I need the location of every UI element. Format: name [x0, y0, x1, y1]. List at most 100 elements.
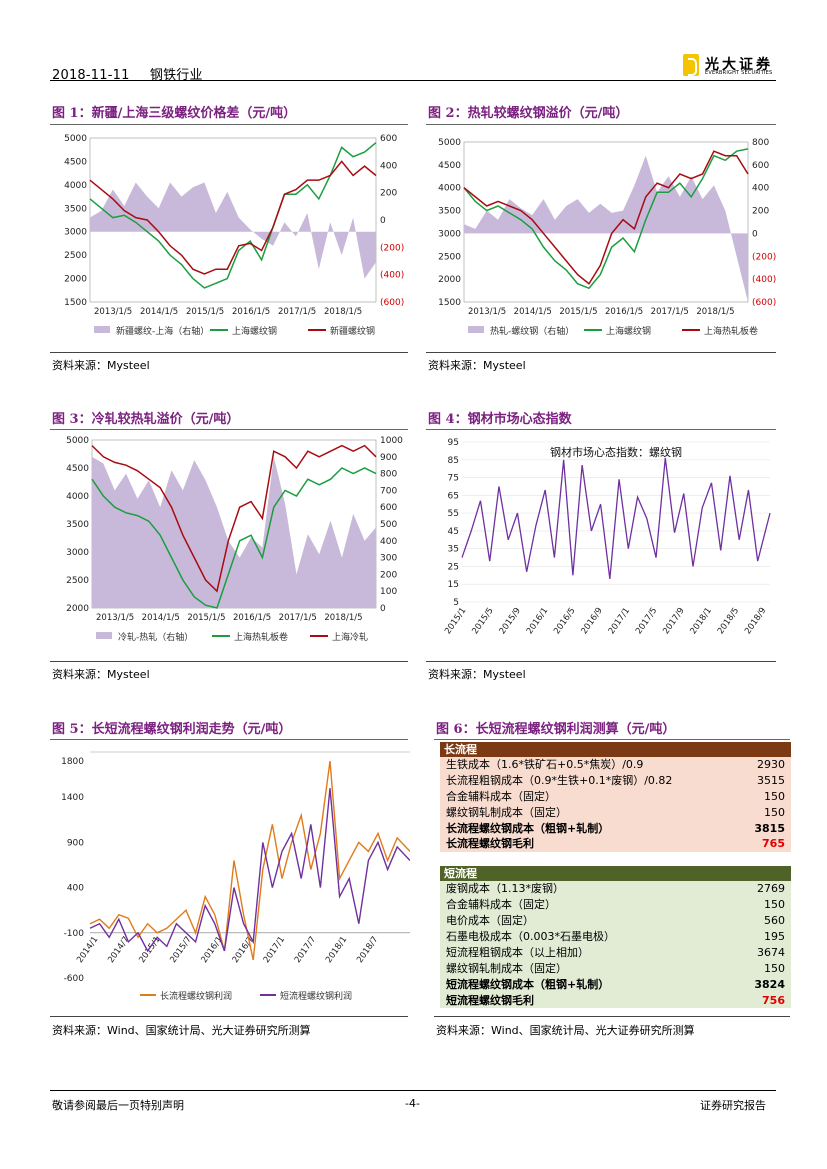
x-tick-label: 2016/1/5	[233, 613, 271, 623]
y-tick-label: -600	[64, 974, 85, 984]
short-cost-row: 短流程螺纹钢成本（粗钢+轧制） 3824	[440, 976, 791, 993]
short-row-value: 2769	[757, 882, 785, 896]
y-right-tick-label: 400	[380, 537, 397, 547]
line-series-sh-hotroll	[91, 467, 377, 609]
y-left-tick-label: 3500	[64, 204, 87, 214]
x-tick-label: 2016/5	[552, 606, 577, 636]
long-row-value: 150	[764, 789, 785, 803]
y-right-tick-label: 600	[380, 134, 397, 144]
line-series-xj-rebar	[89, 160, 377, 275]
legend-label: 新疆螺纹-上海（右轴）	[116, 325, 209, 337]
y-left-tick-label: 2000	[64, 275, 87, 285]
x-tick-label: 2015/1/5	[559, 307, 597, 317]
short-profit-label: 短流程螺纹钢毛利	[446, 993, 534, 1007]
fig6-title: 图 6：长短流程螺纹钢利润测算（元/吨）	[436, 722, 676, 737]
footer-divider	[50, 1090, 776, 1091]
short-row: 电价成本（固定） 560	[440, 913, 791, 930]
short-row-value: 560	[764, 914, 785, 928]
fig2-title: 图 2：热轧较螺纹钢溢价（元/吨）	[428, 106, 629, 121]
y-right-tick-label: (200)	[380, 243, 404, 253]
fig5-title-rule	[50, 739, 408, 740]
y-tick-label: 85	[448, 456, 459, 466]
y-right-tick-label: 300	[380, 554, 397, 564]
short-row: 废钢成本（1.13*废钢） 2769	[440, 881, 791, 898]
y-right-tick-label: 0	[752, 229, 758, 239]
logo-english: EVERBRIGHT SECURITIES	[705, 70, 773, 76]
y-tick-label: 95	[448, 438, 459, 448]
short-row-value: 3674	[757, 945, 785, 959]
long-row: 生铁成本（1.6*铁矿石+0.5*焦炭）/0.9 2930	[440, 757, 791, 773]
y-left-tick-label: 3000	[438, 229, 461, 239]
x-tick-label: 2017/5	[634, 606, 659, 636]
x-tick-label: 2018/1/5	[696, 307, 734, 317]
x-tick-label: 2013/1/5	[94, 307, 132, 317]
line-series-long-process-profit	[89, 760, 410, 961]
x-tick-label: 2013/1/5	[96, 613, 134, 623]
long-row-value: 3515	[757, 773, 785, 787]
y-left-tick-label: 2500	[64, 251, 87, 261]
fig6-title-rule	[434, 739, 790, 740]
short-row-label: 电价成本（固定）	[446, 914, 534, 928]
legend-label: 长流程螺纹钢利润	[160, 990, 232, 1002]
x-tick-label: 2014/1/5	[514, 307, 552, 317]
line-series-sh-rebar	[89, 142, 377, 289]
x-tick-label: 2016/1/5	[232, 307, 270, 317]
legend-label: 新疆螺纹钢	[330, 325, 375, 337]
short-profit-row: 短流程螺纹钢毛利 756	[440, 992, 791, 1009]
short-row: 螺纹钢轧制成本（固定） 150	[440, 960, 791, 977]
line-series-sh-rebar	[463, 148, 749, 290]
y-left-tick-label: 1500	[438, 298, 461, 308]
table-spacer	[440, 852, 791, 867]
x-tick-label: 2018/7	[355, 935, 380, 965]
y-right-tick-label: 200	[380, 570, 397, 580]
long-profit-value: 765	[762, 837, 785, 851]
legend-label: 上海螺纹钢	[606, 325, 651, 337]
y-right-tick-label: 400	[752, 184, 769, 194]
y-right-tick-label: 600	[380, 503, 397, 513]
y-right-tick-label: (600)	[752, 298, 776, 308]
y-left-tick-label: 4000	[64, 181, 87, 191]
y-right-tick-label: 900	[380, 453, 397, 463]
long-profit-row: 长流程螺纹钢毛利 765	[440, 836, 791, 853]
long-row-value: 150	[764, 805, 785, 819]
y-left-tick-label: 4500	[64, 157, 87, 167]
long-profit-label: 长流程螺纹钢毛利	[446, 837, 534, 851]
y-left-tick-label: 2000	[438, 275, 461, 285]
x-tick-label: 2017/1	[607, 606, 632, 636]
y-tick-label: 25	[448, 562, 459, 572]
x-tick-label: 2015/7	[168, 935, 193, 965]
profit-table: 长流程 生铁成本（1.6*铁矿石+0.5*焦炭）/0.9 2930 长流程粗钢成本（…	[440, 742, 791, 1009]
legend-label: 上海螺纹钢	[232, 325, 277, 337]
x-tick-label: 2017/1	[262, 935, 287, 965]
line-series-rebar-sentiment	[461, 457, 771, 579]
long-process-header: 长流程	[440, 742, 791, 757]
y-left-tick-label: 3000	[64, 228, 87, 238]
y-right-tick-label: 1000	[380, 436, 403, 446]
y-left-tick-label: 2000	[66, 604, 89, 614]
line-series-sh-coldroll	[91, 444, 377, 593]
fig1-source-rule	[50, 352, 408, 353]
y-left-tick-label: 3500	[438, 207, 461, 217]
short-row-label: 螺纹钢轧制成本（固定）	[446, 961, 567, 975]
x-tick-label: 2015/1	[443, 606, 468, 636]
x-tick-label: 2018/5	[716, 606, 741, 636]
y-right-tick-label: (200)	[752, 252, 776, 262]
x-tick-label: 2017/1/5	[278, 307, 316, 317]
short-row-value: 195	[764, 930, 785, 944]
y-tick-label: 45	[448, 527, 459, 537]
area-series-spread	[92, 456, 376, 608]
y-tick-label: -100	[64, 929, 85, 939]
fig4-source: 资料来源：Mysteel	[428, 668, 526, 681]
area-series-spread	[90, 182, 376, 279]
y-tick-label: 15	[448, 580, 459, 590]
footer-report-type: 证券研究报告	[700, 1099, 766, 1112]
fig3-source-rule	[50, 661, 408, 662]
short-row-label: 废钢成本（1.13*废钢）	[446, 882, 564, 896]
y-left-tick-label: 4000	[66, 492, 89, 502]
footer-disclaimer: 敬请参阅最后一页特别声明	[52, 1099, 184, 1112]
x-tick-label: 2018/1	[689, 606, 714, 636]
y-tick-label: 65	[448, 491, 459, 501]
y-tick-label: 55	[448, 509, 459, 519]
x-tick-label: 2018/1/5	[324, 613, 362, 623]
